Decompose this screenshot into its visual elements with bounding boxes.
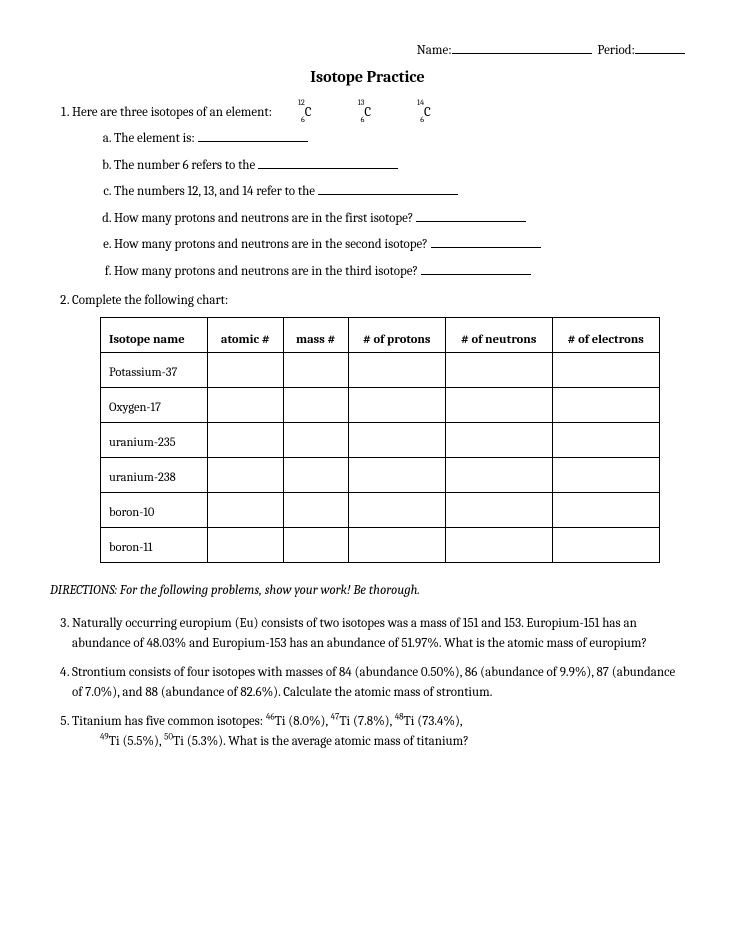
name-label: Name:: [417, 43, 452, 58]
q1-subquestions: The element is: The number 6 refers to t…: [72, 128, 685, 281]
col-atomic-num: atomic #: [207, 317, 283, 352]
q1b: The number 6 refers to the: [114, 155, 685, 176]
table-row: uranium-235: [101, 422, 660, 457]
directions-text: DIRECTIONS: For the following problems, …: [50, 581, 685, 601]
q1a: The element is:: [114, 128, 685, 149]
col-isotope-name: Isotope name: [101, 317, 208, 352]
blank: [318, 181, 458, 195]
blank: [258, 155, 398, 169]
table-row: Oxygen-17: [101, 387, 660, 422]
chart-header-row: Isotope name atomic # mass # # of proton…: [101, 317, 660, 352]
q1f: How many protons and neutrons are in the…: [114, 261, 685, 282]
col-mass-num: mass #: [283, 317, 348, 352]
q1d: How many protons and neutrons are in the…: [114, 208, 685, 229]
q1-prompt: Here are three isotopes of an element:: [72, 105, 272, 120]
question-5: Titanium has five common isotopes: 46Ti …: [72, 712, 685, 751]
period-label: Period:: [597, 43, 635, 58]
table-row: boron-10: [101, 492, 660, 527]
isotope-c13: 13 6 C: [354, 103, 371, 123]
chart-body: Potassium-37 Oxygen-17 uranium-235 urani…: [101, 352, 660, 562]
table-row: Potassium-37: [101, 352, 660, 387]
table-row: boron-11: [101, 527, 660, 562]
name-blank: [452, 40, 592, 54]
period-blank: [635, 40, 685, 54]
blank: [421, 261, 531, 275]
blank: [431, 234, 541, 248]
q1e: How many protons and neutrons are in the…: [114, 234, 685, 255]
col-neutrons: # of neutrons: [445, 317, 552, 352]
question-list-continued: Naturally occurring europium (Eu) consis…: [50, 614, 685, 751]
table-row: uranium-238: [101, 457, 660, 492]
q2-prompt: Complete the following chart:: [72, 293, 228, 308]
page-title: Isotope Practice: [50, 65, 685, 89]
blank: [416, 208, 526, 222]
col-electrons: # of electrons: [552, 317, 660, 352]
isotope-c14: 14 6 C: [414, 103, 431, 123]
q1c: The numbers 12, 13, and 14 refer to the: [114, 181, 685, 202]
question-list: Here are three isotopes of an element: 1…: [50, 103, 685, 563]
blank: [198, 128, 308, 142]
isotope-c12: 12 6 C: [295, 103, 312, 123]
question-2: Complete the following chart: Isotope na…: [72, 291, 685, 563]
question-1: Here are three isotopes of an element: 1…: [72, 103, 685, 282]
header-line: Name: Period:: [50, 40, 685, 61]
isotope-chart: Isotope name atomic # mass # # of proton…: [100, 317, 660, 563]
question-3: Naturally occurring europium (Eu) consis…: [72, 614, 685, 653]
col-protons: # of protons: [348, 317, 445, 352]
question-4: Strontium consists of four isotopes with…: [72, 663, 685, 702]
